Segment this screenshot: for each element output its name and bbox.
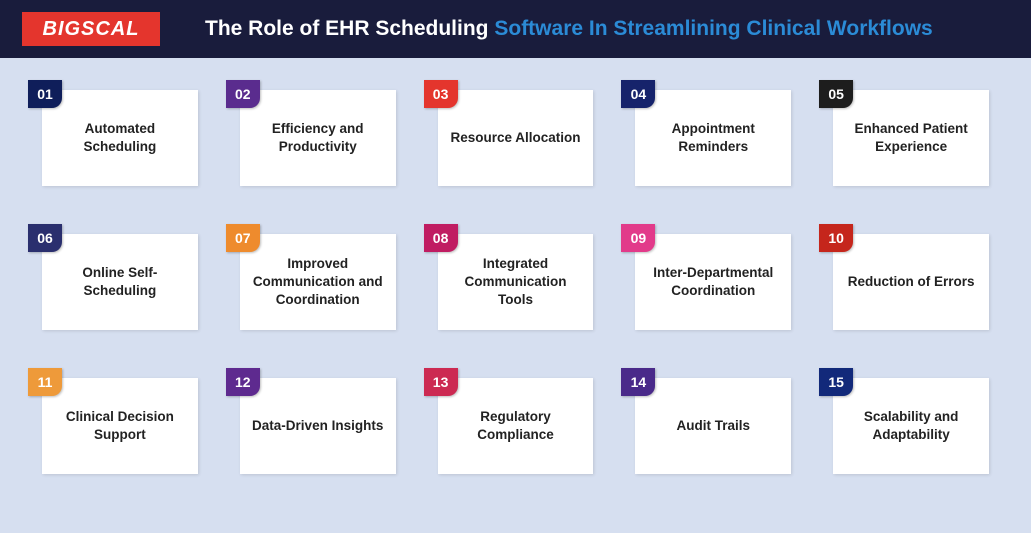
card-badge: 07 [226,224,260,252]
card-badge: 02 [226,80,260,108]
header-bar: BIGSCAL The Role of EHR Scheduling Softw… [0,0,1031,58]
card-badge: 08 [424,224,458,252]
card-01: 01Automated Scheduling [42,90,198,186]
card-label: Audit Trails [677,417,751,435]
card-04: 04Appointment Reminders [635,90,791,186]
page-title: The Role of EHR Scheduling Software In S… [205,17,933,41]
card-label: Efficiency and Productivity [252,120,384,156]
card-label: Enhanced Patient Experience [845,120,977,156]
card-08: 08Integrated Communication Tools [438,234,594,330]
card-09: 09Inter-Departmental Coordination [635,234,791,330]
card-07: 07Improved Communication and Coordinatio… [240,234,396,330]
card-label: Inter-Departmental Coordination [647,264,779,300]
card-badge: 10 [819,224,853,252]
card-badge: 14 [621,368,655,396]
card-10: 10Reduction of Errors [833,234,989,330]
card-badge: 09 [621,224,655,252]
card-label: Integrated Communication Tools [450,255,582,310]
card-label: Scalability and Adaptability [845,408,977,444]
card-05: 05Enhanced Patient Experience [833,90,989,186]
card-label: Appointment Reminders [647,120,779,156]
card-label: Automated Scheduling [54,120,186,156]
card-badge: 15 [819,368,853,396]
card-badge: 04 [621,80,655,108]
card-11: 11Clinical Decision Support [42,378,198,474]
card-badge: 11 [28,368,62,396]
card-03: 03Resource Allocation [438,90,594,186]
card-badge: 12 [226,368,260,396]
title-part-1: The Role of EHR Scheduling [205,17,494,40]
card-grid: 01Automated Scheduling02Efficiency and P… [0,58,1031,474]
card-02: 02Efficiency and Productivity [240,90,396,186]
card-badge: 06 [28,224,62,252]
card-06: 06Online Self-Scheduling [42,234,198,330]
logo-text: BIGSCAL [43,18,140,41]
card-label: Resource Allocation [450,129,580,147]
card-label: Improved Communication and Coordination [252,255,384,310]
card-label: Reduction of Errors [848,273,975,291]
card-label: Regulatory Compliance [450,408,582,444]
card-label: Clinical Decision Support [54,408,186,444]
card-badge: 05 [819,80,853,108]
card-label: Online Self-Scheduling [54,264,186,300]
card-badge: 13 [424,368,458,396]
logo: BIGSCAL [22,12,160,46]
card-15: 15Scalability and Adaptability [833,378,989,474]
card-12: 12Data-Driven Insights [240,378,396,474]
card-badge: 01 [28,80,62,108]
card-label: Data-Driven Insights [252,417,383,435]
card-14: 14Audit Trails [635,378,791,474]
card-badge: 03 [424,80,458,108]
card-13: 13Regulatory Compliance [438,378,594,474]
title-part-2: Software In Streamlining Clinical Workfl… [494,17,932,40]
